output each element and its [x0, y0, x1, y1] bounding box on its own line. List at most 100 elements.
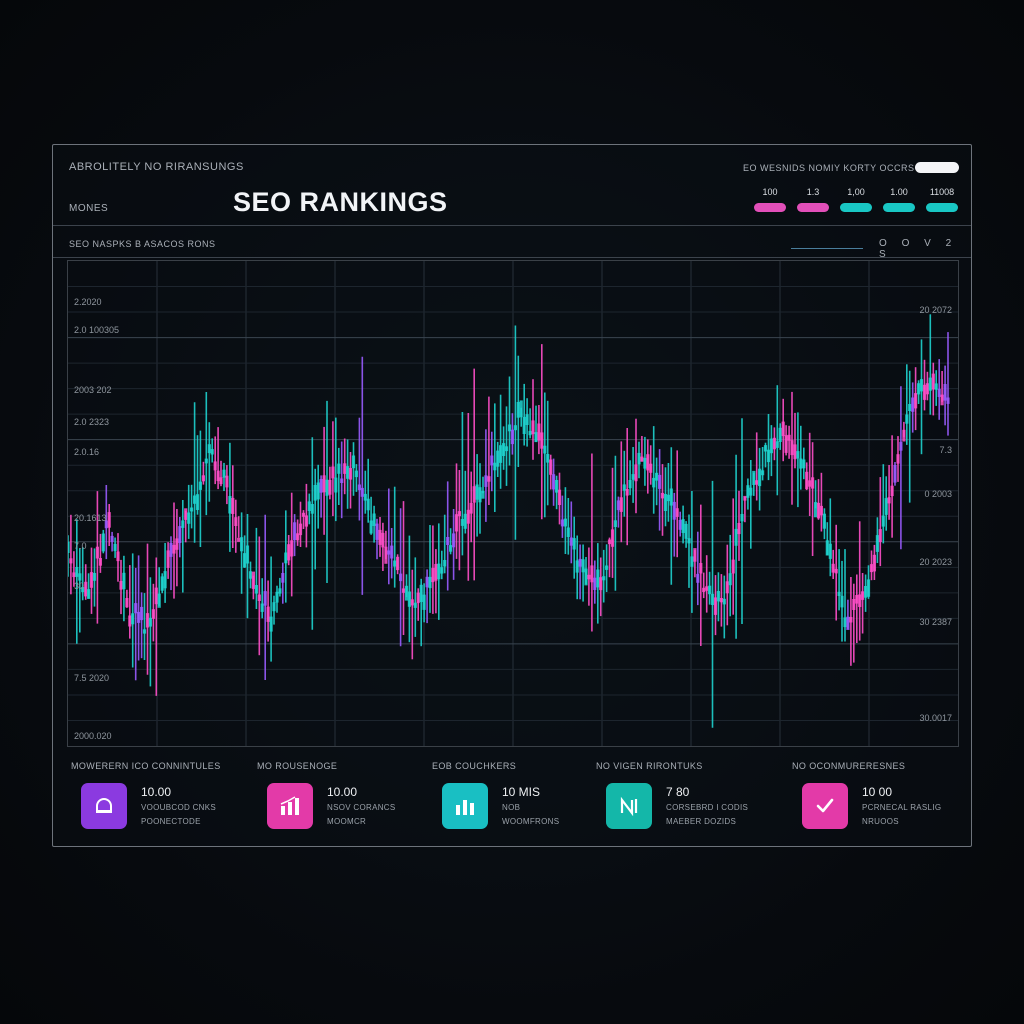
bar-chart-icon	[456, 800, 474, 815]
chart-candle	[593, 577, 597, 590]
chart-candle	[366, 498, 370, 511]
stat-card[interactable]: NO OCONMURERESNES 10 00 PCRNECAL RASLIG …	[788, 757, 968, 837]
chart-candle	[634, 464, 638, 482]
legend-value: 1.00	[890, 187, 908, 197]
stat-title: NO VIGEN RIRONTUKS	[596, 761, 703, 771]
chart-candle	[449, 545, 453, 552]
chart-candle	[407, 591, 411, 607]
stat-card[interactable]: MOWERERN ICO CONNINTULES 10.00 VOOUBCOD …	[67, 757, 247, 837]
chart-candle	[919, 379, 924, 392]
chart-candle	[896, 454, 900, 464]
chart-candle	[140, 606, 144, 621]
stat-card[interactable]: MO ROUSENOGE 10.00 NSOV CORANCS MOOMCR	[253, 757, 433, 837]
chart-candle	[940, 394, 944, 406]
chart-candle	[646, 454, 650, 471]
legend-item[interactable]: 1.00	[882, 187, 916, 212]
rankings-chart[interactable]: 2.2020 2.0 100305 2003 202 2.0 2323 2.0.16 20…	[67, 260, 959, 747]
y-axis-label-left: 7.0	[74, 541, 87, 551]
chart-candle	[128, 615, 132, 627]
share-icon[interactable]: S	[879, 249, 892, 260]
chart-candle	[758, 468, 762, 487]
chart-candle	[245, 545, 250, 564]
chart-candle	[499, 445, 503, 463]
chart-candle	[713, 597, 718, 615]
chart-candle	[946, 397, 950, 404]
legend-item[interactable]: 11008	[925, 187, 959, 212]
chart-candle	[493, 462, 497, 471]
y-axis-label-left: 7.5 2020	[74, 673, 110, 683]
chart-candle	[528, 430, 532, 436]
chart-candle	[534, 432, 538, 443]
chart-candle	[546, 454, 550, 463]
chart-candle	[616, 500, 620, 511]
chart-candle	[116, 551, 120, 562]
legend-item[interactable]: 1,00	[839, 187, 873, 212]
filter-icon[interactable]: 2	[945, 238, 958, 249]
chart-candle	[331, 466, 335, 479]
chart-candle	[287, 544, 291, 561]
chart-candle	[428, 576, 432, 589]
chart-candle	[831, 563, 835, 573]
settings-icon[interactable]: O	[901, 238, 916, 249]
y-axis-label-right: 20 2072	[919, 305, 952, 315]
range-slider[interactable]	[791, 248, 863, 249]
chart-candle	[184, 508, 188, 520]
y-axis-label-right: 7.3	[939, 445, 952, 455]
legend-swatch	[754, 203, 786, 212]
chart-candle	[787, 434, 791, 441]
helmet-icon	[96, 798, 112, 813]
chart-candle	[725, 581, 729, 594]
legend-item[interactable]: 100	[753, 187, 787, 212]
stat-card[interactable]: NO VIGEN RIRONTUKS 7 80 CORSEBRD I CODIS…	[592, 757, 772, 837]
chart-candle	[531, 420, 535, 435]
chart-candle	[360, 487, 364, 497]
chart-candle	[293, 522, 297, 541]
chart-candle	[610, 529, 615, 547]
toggle-switch[interactable]	[915, 162, 959, 173]
months-label: MONES	[69, 203, 109, 214]
chart-candle	[337, 463, 341, 474]
chart-candle	[68, 541, 70, 553]
chart-candle	[719, 598, 723, 603]
chart-candle	[537, 423, 541, 441]
chart-candle	[187, 512, 191, 524]
y-axis-label-left: 2003 202	[74, 385, 112, 395]
chart-candle	[110, 535, 114, 542]
chart-candle	[219, 477, 223, 485]
legend-value: 1,00	[847, 187, 865, 197]
chart-candle	[281, 573, 285, 583]
chart-candle	[284, 552, 288, 564]
y-axis-label-right: 30 2387	[919, 617, 952, 627]
chart-candle	[410, 599, 414, 606]
chart-candle	[825, 540, 829, 556]
chart-candle	[369, 520, 373, 534]
chart-candle	[575, 560, 579, 573]
chart-candle	[101, 533, 105, 552]
chart-candle	[201, 475, 205, 482]
chart-candle	[348, 468, 353, 480]
zoom-icon[interactable]: O	[879, 238, 893, 249]
chart-candle	[602, 576, 606, 581]
chart-candle	[190, 507, 194, 512]
chart-candle	[878, 529, 882, 543]
chart-candle	[705, 586, 709, 591]
legend-swatch	[883, 203, 915, 212]
chart-candle	[443, 560, 447, 567]
chevron-down-icon[interactable]: V	[924, 238, 937, 249]
chart-candle	[207, 444, 211, 454]
chart-candle	[137, 611, 141, 623]
y-axis-label-right: 30.0017	[919, 713, 952, 723]
chart-candle	[319, 479, 323, 493]
chart-candle	[290, 540, 294, 557]
chart-candle	[811, 477, 815, 489]
chart-candle	[237, 537, 241, 542]
check-icon	[816, 798, 834, 813]
legend-item[interactable]: 1.3	[796, 187, 830, 212]
chart-candle	[378, 529, 382, 545]
chart-candle	[581, 559, 585, 573]
chart-candle	[540, 432, 544, 449]
chart-candle	[743, 495, 747, 501]
stat-card[interactable]: EOB COUCHKERS 10 MIS NOB WOOMFRONS	[428, 757, 608, 837]
chart-candle	[566, 527, 570, 537]
chart-candle	[928, 377, 932, 391]
